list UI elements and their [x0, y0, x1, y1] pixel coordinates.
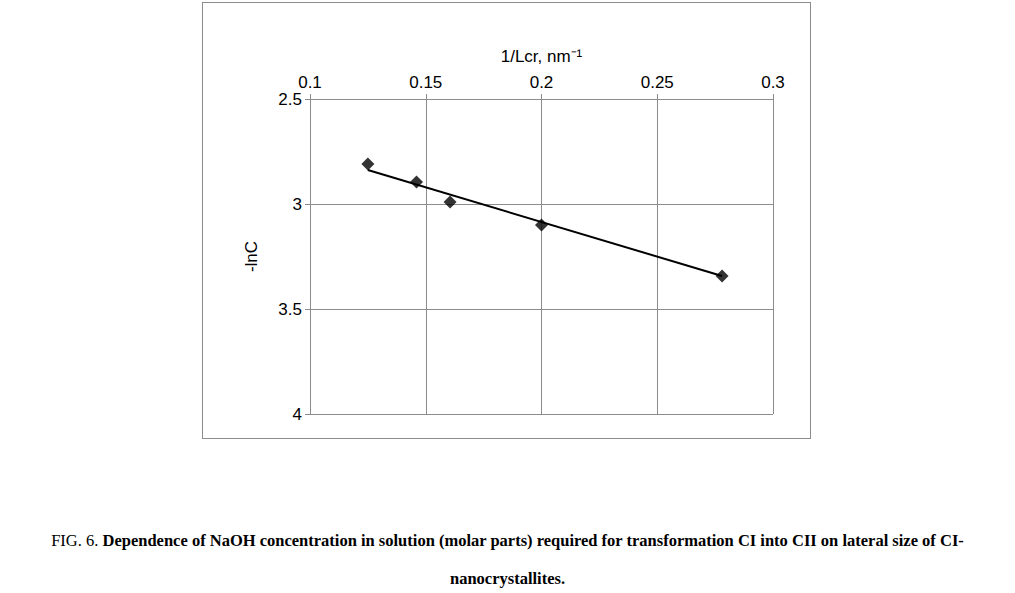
svg-text:0.2: 0.2: [530, 73, 554, 92]
svg-text:3: 3: [293, 195, 302, 214]
svg-text:1/Lcr, nm⁻¹: 1/Lcr, nm⁻¹: [501, 47, 583, 66]
svg-text:0.25: 0.25: [641, 73, 674, 92]
svg-text:-lnC: -lnC: [242, 241, 261, 272]
svg-text:2.5: 2.5: [278, 90, 302, 109]
svg-text:3.5: 3.5: [278, 300, 302, 319]
svg-text:0.1: 0.1: [298, 73, 322, 92]
svg-text:4: 4: [293, 405, 302, 424]
svg-text:0.3: 0.3: [761, 73, 785, 92]
html-text:FIG. 6. Dependence of NaOH con: FIG. 6. Dependence of NaOH concentration…: [51, 531, 964, 588]
svg-text:0.15: 0.15: [409, 73, 442, 92]
